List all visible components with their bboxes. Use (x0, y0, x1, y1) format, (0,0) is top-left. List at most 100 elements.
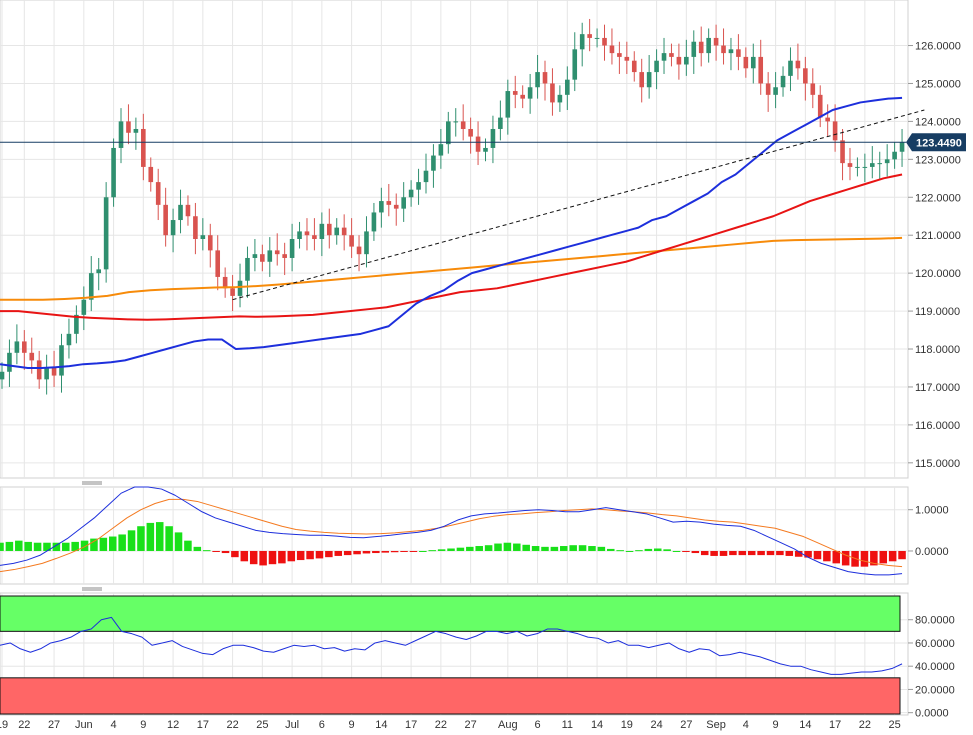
candle-up (445, 121, 451, 145)
moving-average-mid-line (0, 173, 903, 321)
candle-up (237, 280, 243, 296)
macd-histogram-bar-negative (682, 550, 690, 552)
candle-up (862, 166, 868, 168)
candle-up (319, 223, 325, 239)
macd-histogram-bar-negative (212, 550, 220, 552)
macd-histogram-bar-negative (719, 550, 728, 556)
rsi-overbought-zone (0, 595, 901, 632)
candle-up (788, 60, 793, 76)
rsi-line (0, 616, 903, 675)
macd-histogram-bar-negative (757, 550, 765, 556)
macd-histogram-bar-negative (747, 550, 756, 556)
candle-up (691, 41, 697, 57)
macd-histogram-bar-positive (616, 550, 624, 552)
macd-histogram-bar-positive (165, 526, 173, 551)
macd-histogram-bar-positive (456, 547, 465, 551)
macd-histogram-bar-positive (108, 536, 117, 551)
x-tick-label: 17 (197, 719, 209, 731)
candle-up (483, 147, 488, 152)
candle-up (661, 53, 667, 61)
macd-histogram-bar-negative (231, 550, 239, 558)
candle-up (66, 333, 72, 346)
macd-line (0, 486, 903, 576)
macd-histogram-bar-negative (785, 550, 794, 556)
y-tick-label: 119.0000 (915, 306, 960, 318)
macd-histogram-bar-negative (888, 550, 897, 562)
candle-up (706, 37, 711, 54)
candle-down (163, 204, 168, 236)
x-tick-label: 6 (535, 719, 541, 731)
macd-histogram-bar-negative (832, 550, 841, 564)
candle-up (780, 75, 786, 88)
macd-histogram-bar-negative (381, 550, 390, 553)
macd-histogram-bar-positive (494, 543, 502, 551)
candle-up (498, 117, 503, 129)
candle-up (118, 121, 124, 148)
candle-up (245, 257, 250, 281)
x-tick-label: 14 (591, 719, 603, 731)
candle-up (0, 371, 5, 380)
x-tick-label: 4 (743, 719, 749, 731)
macd-histogram-bar-positive (588, 546, 596, 551)
macd-histogram-bar-negative (259, 550, 267, 566)
macd-histogram-bar-positive (597, 546, 606, 551)
candle-down (631, 60, 637, 73)
macd-histogram-bar-negative (268, 550, 277, 565)
candle-down (765, 83, 771, 95)
candle-up (7, 352, 12, 372)
macd-histogram-bar-negative (315, 550, 324, 559)
y-tick-label: 121.0000 (915, 230, 961, 242)
candle-down (386, 201, 392, 205)
candle-down (215, 250, 221, 277)
candle-down (274, 250, 280, 255)
candle-down (326, 223, 332, 236)
candle-up (364, 231, 369, 255)
candle-up (379, 201, 384, 213)
candle-down (810, 83, 816, 95)
macd-histogram-bar-positive (466, 546, 474, 551)
candle-down (312, 235, 317, 239)
rsi-pane (0, 595, 903, 715)
candle-down (847, 163, 853, 167)
candle-down (512, 91, 518, 95)
macd-histogram-bar-negative (738, 550, 747, 556)
x-tick-label: 27 (464, 719, 476, 731)
macd-histogram-bar-negative (287, 550, 296, 562)
macd-histogram-bar-positive (672, 550, 681, 552)
macd-histogram-bar-negative (870, 550, 878, 566)
x-tick-label: 6 (319, 719, 325, 731)
macd-histogram-bar-negative (362, 550, 371, 554)
candle-down (609, 45, 615, 54)
candle-up (572, 49, 578, 80)
candle-up (267, 250, 273, 262)
candle-up (88, 273, 94, 300)
candle-down (825, 117, 830, 122)
x-tick-label: 22 (226, 719, 238, 731)
macd-histogram-bar-positive (184, 540, 192, 551)
macd-histogram-bar-negative (278, 550, 286, 564)
y-tick-label: 115.0000 (915, 458, 960, 470)
candle-down (617, 53, 622, 57)
macd-histogram-bar-negative (353, 550, 361, 555)
macd-histogram-bar-positive (62, 542, 70, 551)
macd-histogram-bar-negative (898, 550, 906, 560)
candle-up (535, 72, 540, 88)
candle-up (565, 79, 570, 95)
candle-down (840, 140, 845, 164)
candle-up (855, 166, 860, 168)
candle-down (341, 227, 347, 236)
x-tick-label: 27 (680, 719, 692, 731)
macd-histogram-bar-positive (52, 542, 61, 551)
candle-up (654, 60, 659, 73)
candle-down (520, 94, 525, 99)
candle-down (185, 204, 191, 217)
candle-up (773, 87, 778, 95)
candle-up (111, 147, 116, 198)
candle-down (550, 83, 555, 103)
macd-histogram-bar-negative (306, 550, 314, 560)
moving-average-slow-line (0, 236, 903, 301)
macd-histogram-bar-positive (625, 550, 634, 552)
macd-histogram-bar-positive (428, 550, 436, 552)
candle-up (527, 87, 533, 99)
rsi-oversold-zone (0, 677, 901, 715)
